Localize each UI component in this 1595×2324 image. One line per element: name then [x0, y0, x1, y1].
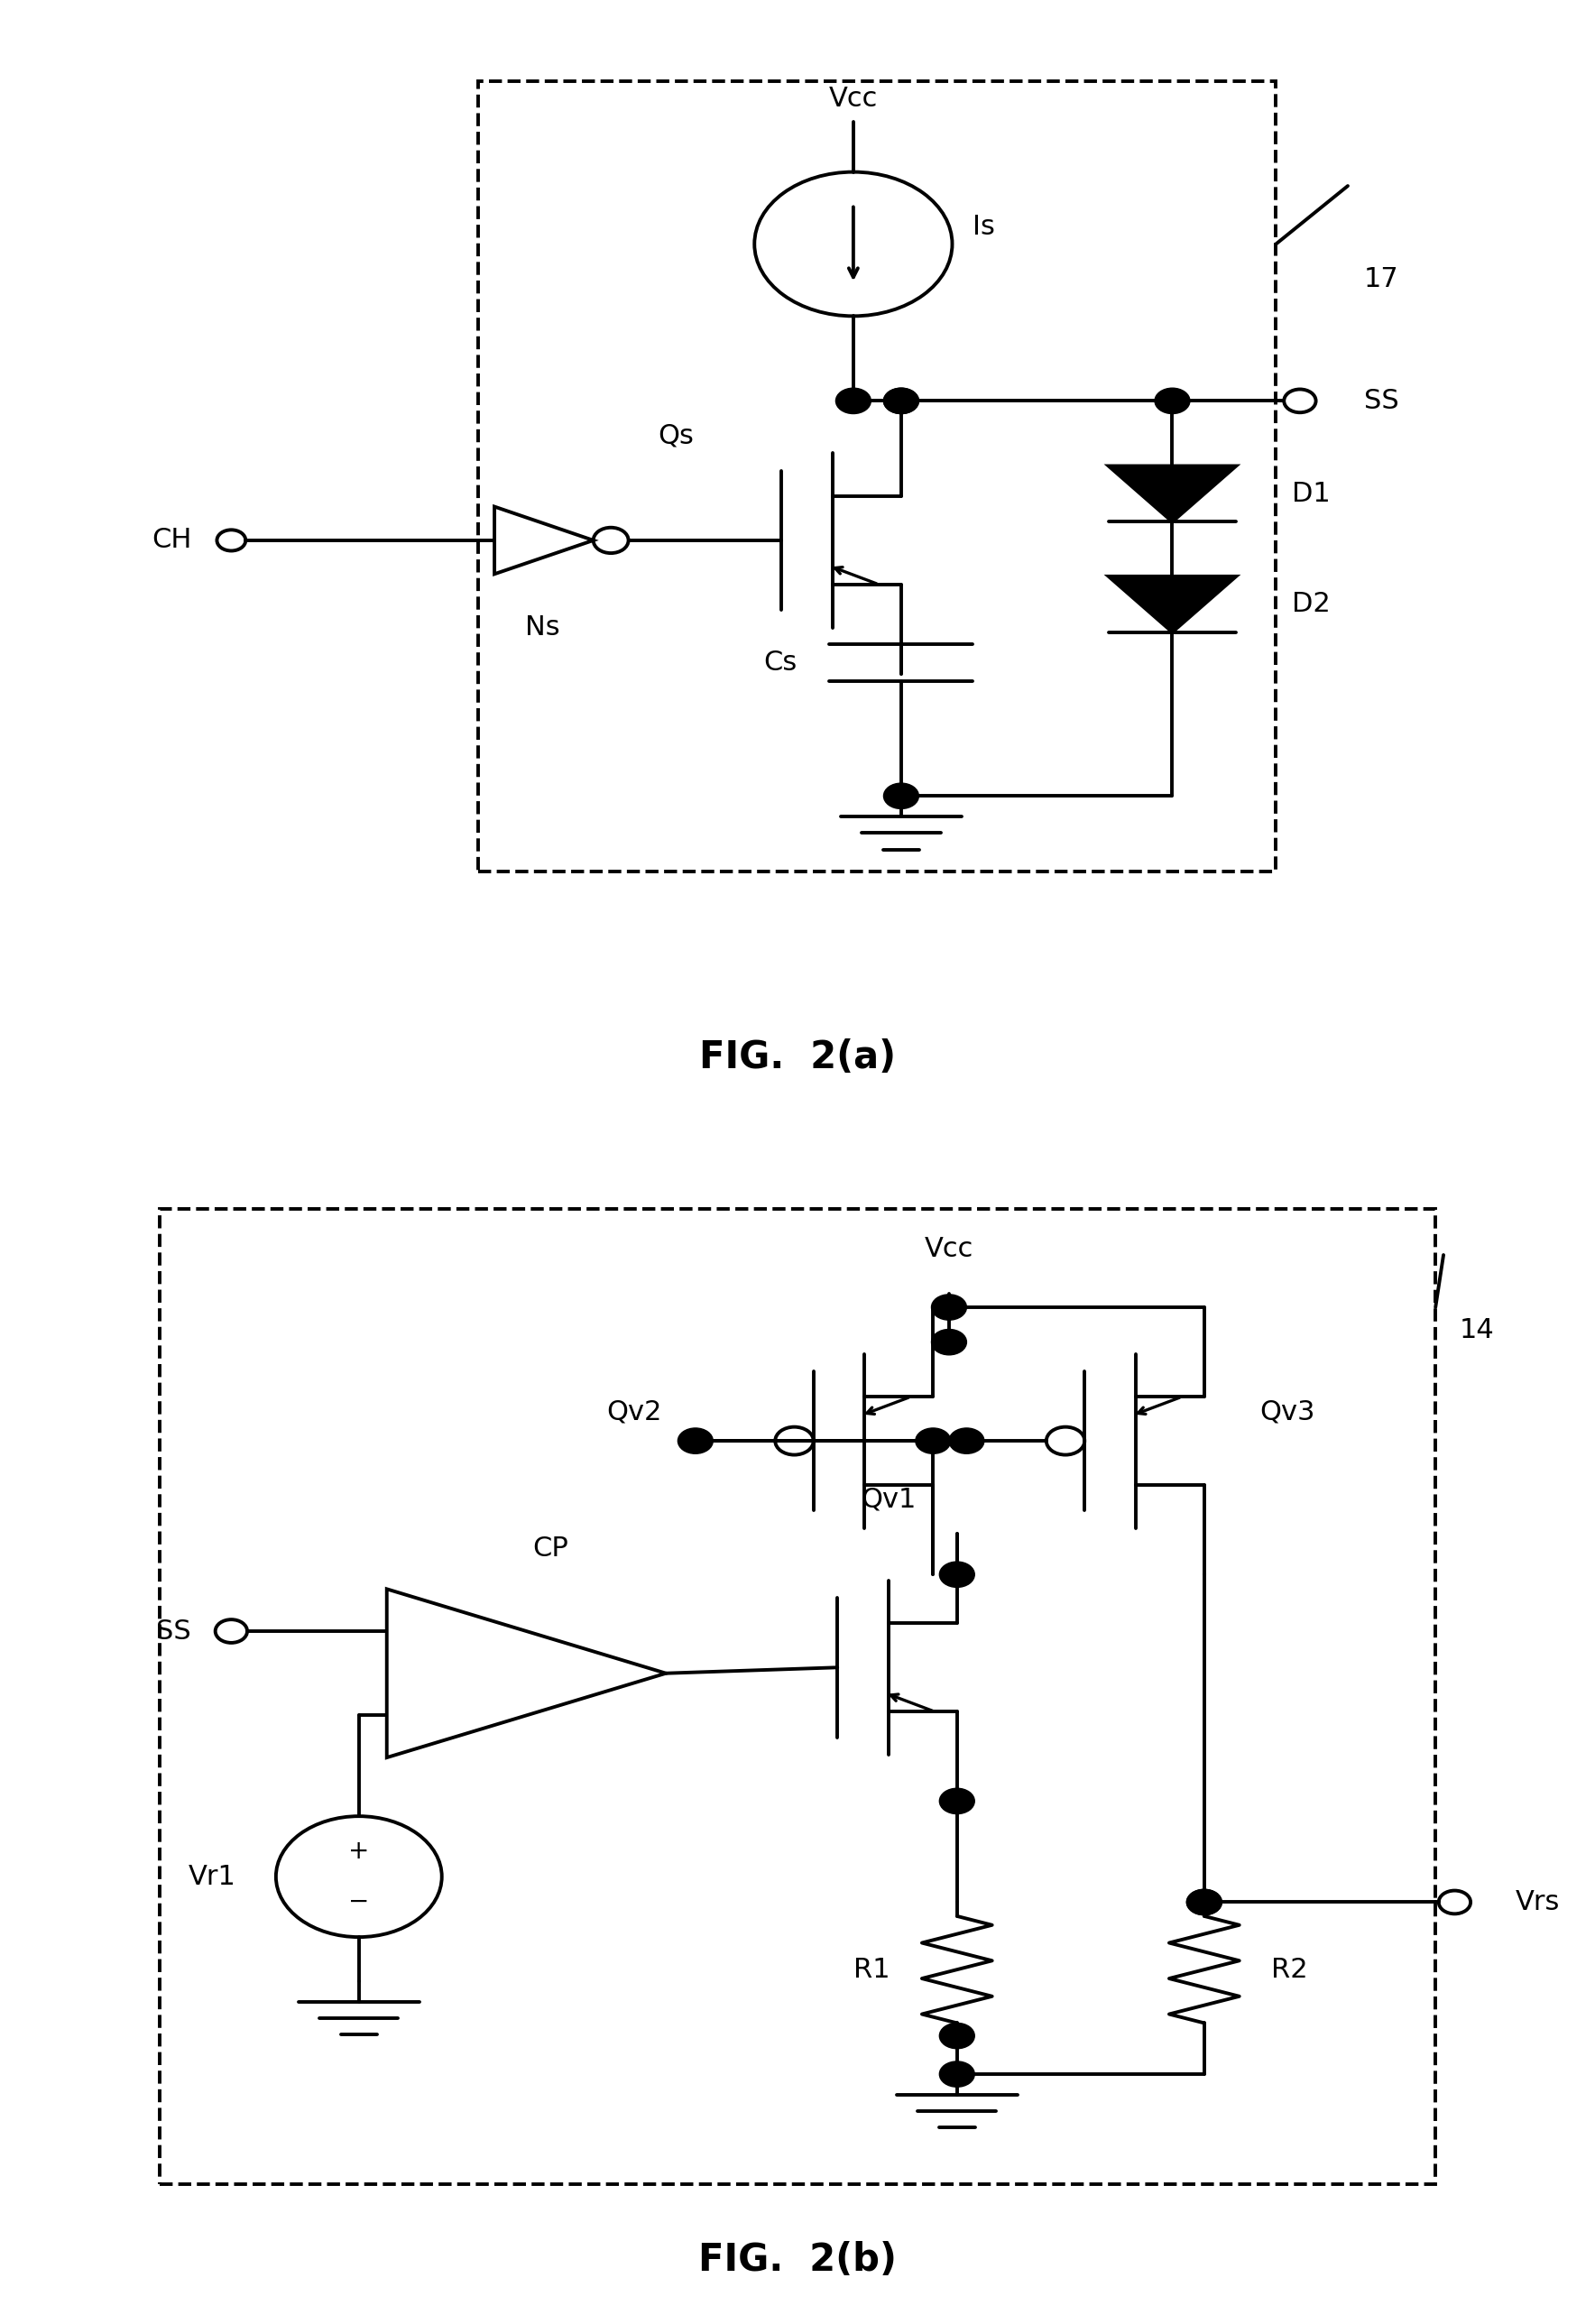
Text: FIG.  2(b): FIG. 2(b)	[699, 2240, 896, 2280]
Text: FIG.  2(a): FIG. 2(a)	[699, 1039, 896, 1076]
Circle shape	[678, 1427, 713, 1455]
Polygon shape	[1109, 465, 1236, 523]
Text: Vcc: Vcc	[829, 86, 877, 112]
Text: Qv3: Qv3	[1260, 1399, 1316, 1425]
Text: +: +	[348, 1838, 370, 1864]
Circle shape	[836, 388, 871, 414]
Text: D1: D1	[1292, 481, 1330, 507]
Text: Vrs: Vrs	[1515, 1889, 1560, 1915]
Text: Ns: Ns	[525, 614, 560, 641]
Text: −: −	[412, 1703, 432, 1727]
Text: +: +	[412, 1620, 432, 1643]
Circle shape	[884, 388, 919, 414]
Text: Vr1: Vr1	[188, 1864, 236, 1889]
Circle shape	[939, 1562, 975, 1587]
Text: CP: CP	[533, 1536, 568, 1562]
Polygon shape	[388, 1590, 667, 1757]
Text: 17: 17	[1364, 265, 1399, 293]
Circle shape	[949, 1427, 984, 1455]
Text: D2: D2	[1292, 590, 1330, 618]
Text: 14: 14	[1459, 1318, 1495, 1343]
Circle shape	[884, 783, 919, 809]
Polygon shape	[1109, 576, 1236, 632]
Text: R1: R1	[853, 1957, 890, 1982]
Text: −: −	[348, 1889, 370, 1915]
Text: CH: CH	[152, 528, 191, 553]
Text: Qv1: Qv1	[861, 1485, 917, 1513]
Polygon shape	[494, 507, 593, 574]
Circle shape	[1187, 1889, 1222, 1915]
Text: SS: SS	[1364, 388, 1399, 414]
Circle shape	[1155, 388, 1190, 414]
Circle shape	[884, 388, 919, 414]
Circle shape	[1187, 1889, 1222, 1915]
Text: R2: R2	[1271, 1957, 1308, 1982]
Text: SS: SS	[156, 1618, 191, 1645]
Text: Qs: Qs	[657, 423, 694, 449]
Text: Cs: Cs	[764, 648, 798, 676]
Text: Is: Is	[973, 214, 995, 239]
Circle shape	[916, 1427, 951, 1455]
Circle shape	[931, 1294, 967, 1320]
Circle shape	[939, 2022, 975, 2050]
Circle shape	[939, 1789, 975, 1815]
Text: Qv2: Qv2	[606, 1399, 662, 1425]
Text: Vcc: Vcc	[925, 1236, 973, 1262]
Circle shape	[939, 2061, 975, 2087]
Circle shape	[931, 1329, 967, 1355]
